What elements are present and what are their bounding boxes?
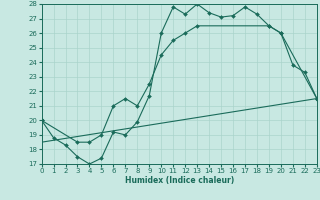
X-axis label: Humidex (Indice chaleur): Humidex (Indice chaleur): [124, 176, 234, 185]
